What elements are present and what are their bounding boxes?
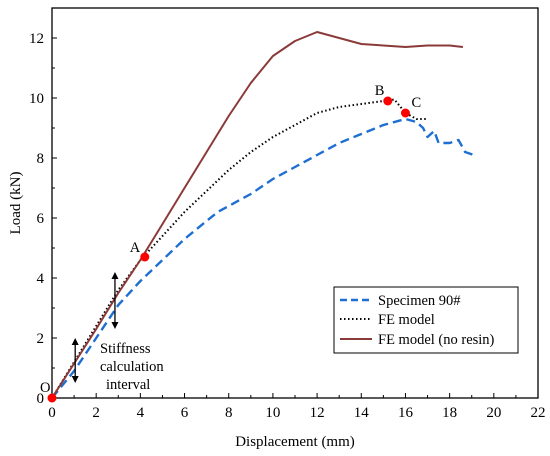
axes: 0 2 4 6 8 10 12 14 16 18 20 22 0 2 4 6 8 10 12 [29,7,546,421]
marker-point-b [383,96,393,106]
marker-point-o [47,393,57,403]
legend-label-specimen: Specimen 90# [378,293,461,309]
marker-layer: O A B C [40,83,421,403]
interval-arrow-upper-head-bottom [111,322,119,329]
x-tick-label-10: 20 [486,405,501,421]
x-tick-label-4: 8 [225,405,233,421]
x-tick-label-6: 12 [310,405,325,421]
series-line-0 [51,117,475,399]
interval-arrow-upper-head-top [111,272,119,279]
x-tick-label-1: 2 [92,405,100,421]
stiffness-label-line-3: interval [106,377,150,393]
x-tick-label-8: 16 [398,405,414,421]
y-tick-label-6: 12 [29,31,44,47]
marker-point-a [140,252,150,262]
y-tick-label-1: 2 [37,331,45,347]
legend-label-fe-no-resin: FE model (no resin) [378,332,495,348]
x-tick-label-11: 22 [531,405,546,421]
x-tick-label-5: 10 [265,405,280,421]
marker-label-c: C [411,95,421,111]
y-tick-label-0: 0 [37,391,45,407]
y-tick-label-4: 8 [37,151,45,167]
series-layer [51,31,475,399]
interval-arrow-lower-head-top [71,338,79,345]
stiffness-label-line-1: Stiffness [100,341,151,357]
marker-label-b: B [375,83,385,99]
x-tick-label-0: 0 [48,405,56,421]
x-axis-title: Displacement (mm) [235,434,355,450]
series-line-2 [51,31,464,399]
stiffness-label-line-2: calculation [100,359,164,375]
x-tick-label-2: 4 [137,405,145,421]
stiffness-interval-layer [71,272,119,383]
legend-label-fe-model: FE model [378,312,435,328]
marker-label-a: A [130,240,141,256]
interval-arrow-lower-head-bottom [71,376,79,383]
marker-point-c [400,108,410,118]
legend: Specimen 90# FE model FE model (no resin… [333,286,519,354]
x-tick-label-3: 6 [181,405,189,421]
marker-label-o: O [40,380,50,396]
series-line-1 [51,98,428,399]
x-tick-label-9: 18 [442,405,457,421]
x-tick-label-7: 14 [354,405,370,421]
y-tick-label-5: 10 [29,91,44,107]
y-tick-label-2: 4 [37,271,45,287]
y-tick-label-3: 6 [37,211,45,227]
y-axis-title: Load (kN) [8,172,24,235]
